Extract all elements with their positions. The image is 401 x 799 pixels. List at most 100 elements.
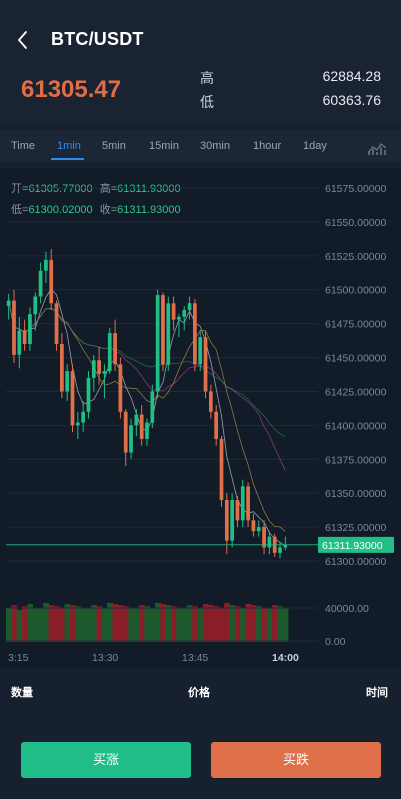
candle-body [246,486,250,521]
tab-5min[interactable]: 5min [102,140,126,152]
volume-bar [139,605,145,642]
ohlc-high-label: 高= [99,183,118,195]
volume-bar [256,606,262,642]
x-tick-label: 3:15 [8,652,29,664]
volume-tick-label: 40000.00 [325,603,369,615]
volume-bar [229,605,236,642]
candle-body [44,259,48,271]
volume-bar [80,607,87,642]
low-value: 60363.76 [322,92,381,108]
last-price: 61305.47 [21,76,122,103]
volume-bar [11,605,18,642]
candle-body [28,314,32,344]
volume-bar [213,606,220,642]
y-tick-label: 61325.00000 [325,522,386,534]
candle-body [102,371,107,374]
volume-bar [27,604,34,642]
candle-body [171,303,176,320]
y-tick-label: 61350.00000 [325,488,386,500]
open-label: 开= [11,183,29,195]
time-column-header: 时间 [366,687,388,699]
volume-bar [160,604,167,642]
candle-body [198,337,203,365]
candle-body [219,438,224,500]
candle-body [177,316,181,320]
candle-body [107,333,112,372]
volume-bar [261,607,268,642]
candle-body [262,527,266,548]
volume-bar [245,604,252,642]
high-label: 高 [200,70,214,86]
kline-chart-area[interactable]: 开=61305.77000 高=61311.93000 低=61300.0200… [0,168,401,668]
trade-list-header [0,676,401,706]
candle-body [113,333,117,365]
buy-down-button[interactable]: 买跌 [211,742,381,778]
candle-body [81,411,86,423]
indicator-chart-icon[interactable] [367,140,387,156]
volume-bar [218,607,225,642]
low-label: 低 [200,94,214,110]
candle-body [49,259,54,304]
volume-bar [208,605,214,642]
price-summary: 61305.47 高 62884.28 低 60363.76 [0,60,401,126]
candle-body [203,337,208,392]
volume-bar [32,607,39,642]
y-tick-label: 61575.00000 [325,183,386,195]
y-tick-label: 61375.00000 [325,454,386,466]
y-tick-label: 61450.00000 [325,353,386,365]
volume-bar [240,607,246,642]
volume-bar [16,609,23,642]
candle-body [86,377,91,412]
volume-bar [176,607,182,642]
volume-bar [43,602,49,642]
volume-tick-label: 0.00 [325,636,346,648]
candle-body [187,303,192,311]
volume-bar [21,606,28,642]
candle-body [12,300,16,355]
volume-bar [69,605,76,642]
candle-body [75,422,80,426]
tab-15min[interactable]: 15min [149,140,179,152]
active-tab-indicator [51,158,84,160]
candle-body [38,270,43,297]
volume-bar [112,604,119,642]
volume-bar [277,606,284,642]
y-tick-label: 61300.00000 [325,556,386,568]
volume-bar [234,606,241,642]
candlestick-chart[interactable]: 61575.00000 61550.00000 61525.00000 61500.0… [0,168,401,668]
tab-1hour[interactable]: 1hour [253,140,282,152]
candle-body [256,527,261,532]
ohlc-high-value: 61311.93000 [117,183,181,195]
open-value: 61305.77000 [28,183,93,195]
volume-bar [154,602,161,642]
current-price-label: 61311.93000 [322,540,383,552]
buy-up-button[interactable]: 买涨 [21,742,191,778]
candle-body [123,411,128,453]
qty-column-header: 数量 [11,687,33,699]
back-arrow-icon[interactable] [14,28,32,52]
close-label: 收= [99,204,118,216]
volume-bar [197,607,204,642]
volume-bar [107,602,113,642]
candle-body [60,343,64,392]
candle-body [70,371,75,426]
volume-bar [144,606,151,642]
price-column-header: 价格 [188,687,210,699]
tab-1day[interactable]: 1day [303,140,327,152]
volume-bar [170,606,177,642]
y-tick-label: 61400.00000 [325,420,386,432]
candle-body [118,364,123,412]
volume-bar [133,608,140,642]
candle-body [134,414,139,426]
volume-bar [165,605,172,642]
tab-1min[interactable]: 1min [57,140,81,152]
candle-body [6,300,11,307]
tab-time[interactable]: Time [11,140,36,152]
candle-body [139,414,144,439]
candle-body [97,360,101,374]
current-price-badge [318,536,394,553]
volume-bar [117,605,124,642]
candle-body [145,422,149,439]
close-value: 61311.93000 [117,204,181,216]
tab-30min[interactable]: 30min [200,140,230,152]
